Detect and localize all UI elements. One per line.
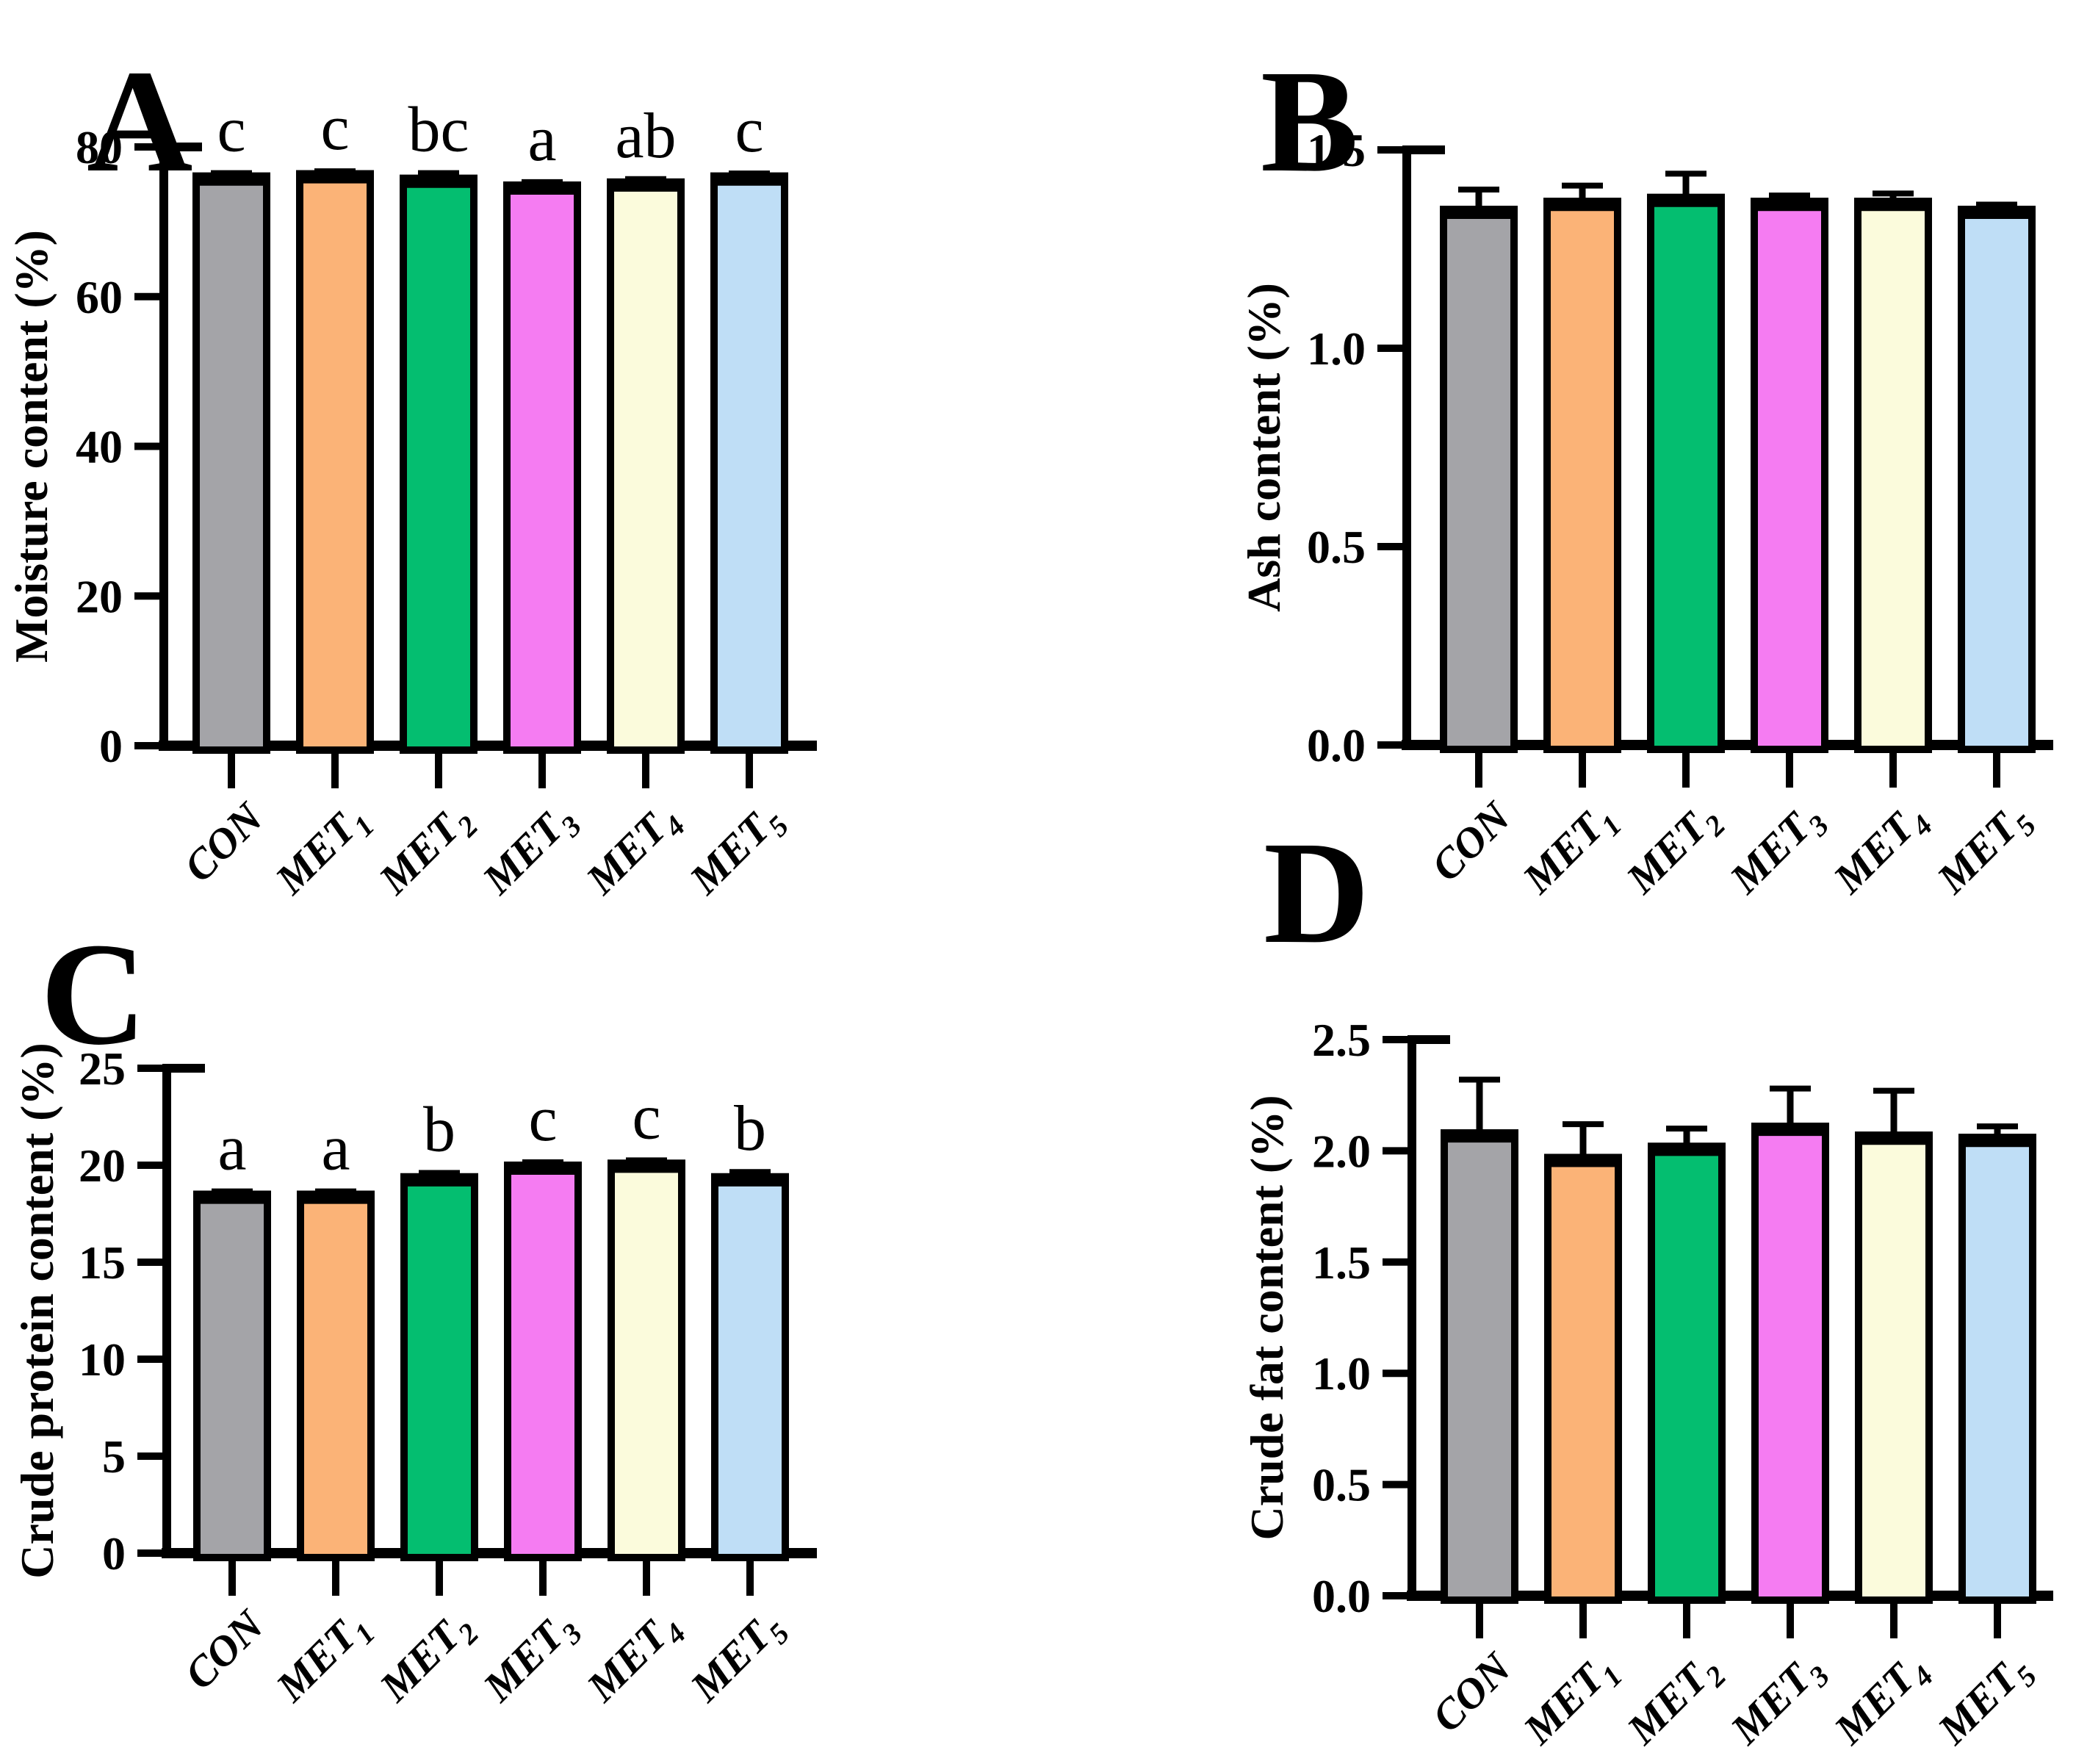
y-tick-label: 20: [76, 570, 123, 622]
x-label-B-MET1: MET1: [1513, 793, 1629, 908]
x-label-B-MET3: MET3: [1720, 793, 1836, 908]
y-tick-label: 60: [76, 271, 123, 323]
y-tick-label: 20: [79, 1140, 126, 1192]
y-tick-label: 10: [79, 1333, 126, 1386]
bar-B-CON: [1440, 206, 1518, 753]
y-tick-label: 0.5: [1312, 1459, 1371, 1511]
x-label-C-MET3: MET3: [474, 1601, 589, 1716]
y-tick-label: 15: [79, 1236, 126, 1289]
bar-A-MET2: [400, 174, 477, 755]
x-label-A-MET3: MET3: [473, 793, 588, 909]
x-label-D-MET4: MET4: [1825, 1644, 1940, 1759]
bar-D-MET2: [1648, 1142, 1726, 1604]
bar-A-MET1: [296, 170, 374, 755]
bar-D-MET1: [1544, 1153, 1622, 1604]
x-label-B-MET4: MET4: [1824, 793, 1939, 908]
bar-C-MET5: [711, 1173, 789, 1561]
sig-letter-C-MET4: c: [632, 1081, 660, 1153]
x-label-D-MET5: MET5: [1928, 1644, 2044, 1759]
x-label-D-CON: CON: [1423, 1643, 1521, 1741]
x-label-A-CON: CON: [175, 793, 273, 891]
x-label-D-MET2: MET2: [1618, 1644, 1733, 1759]
bar-D-MET5: [1958, 1134, 2036, 1605]
panel-letter-B: B: [1261, 40, 1358, 203]
y-axis-title-A: Moisture content (%): [5, 230, 57, 663]
bar-C-MET2: [400, 1173, 478, 1561]
bar-C-CON: [193, 1190, 271, 1561]
sig-letter-A-MET2: bc: [408, 95, 469, 166]
y-tick-label: 2.5: [1312, 1014, 1371, 1066]
y-tick-label: 1.0: [1307, 323, 1366, 375]
panel-letter-C: C: [40, 913, 146, 1076]
sig-letter-C-MET2: b: [423, 1095, 455, 1166]
y-axis-title-B: Ash content (%): [1238, 283, 1290, 612]
y-tick-label: 25: [79, 1043, 126, 1095]
bar-D-CON: [1441, 1129, 1518, 1604]
y-tick-label: 0: [102, 1527, 126, 1580]
sig-letter-C-MET3: c: [528, 1084, 557, 1155]
sig-letter-A-MET4: ab: [615, 101, 676, 172]
bar-A-MET4: [607, 178, 685, 755]
sig-letter-A-MET1: c: [320, 93, 349, 164]
sig-letter-C-MET1: a: [321, 1113, 350, 1184]
x-label-C-MET5: MET5: [681, 1601, 796, 1716]
y-axis-title-D: Crude fat content (%): [1241, 1095, 1293, 1540]
sig-letter-A-MET3: a: [527, 104, 556, 175]
y-tick-label: 0.0: [1312, 1570, 1371, 1622]
x-label-D-MET1: MET1: [1514, 1644, 1629, 1759]
bar-A-MET5: [710, 172, 788, 754]
x-label-B-MET5: MET5: [1928, 793, 2043, 908]
x-label-A-MET2: MET2: [370, 793, 485, 909]
y-tick-label: 1.5: [1312, 1236, 1371, 1289]
bar-B-MET4: [1854, 198, 1932, 753]
bar-D-MET3: [1751, 1123, 1829, 1605]
bar-B-MET3: [1751, 198, 1828, 753]
x-label-C-MET1: MET1: [267, 1601, 382, 1716]
panel-letter-A: A: [87, 40, 192, 203]
sig-letter-C-CON: a: [217, 1113, 246, 1184]
sig-letter-A-CON: c: [217, 95, 245, 166]
panel-letter-D: D: [1264, 812, 1369, 974]
x-label-B-MET2: MET2: [1617, 793, 1732, 908]
sig-letter-C-MET5: b: [734, 1093, 766, 1164]
y-axis-title-C: Crude protein content (%): [11, 1043, 63, 1578]
bar-B-MET2: [1647, 193, 1725, 753]
x-label-A-MET5: MET5: [680, 793, 796, 909]
x-label-C-MET2: MET2: [370, 1601, 486, 1716]
x-label-C-CON: CON: [176, 1600, 274, 1699]
y-tick-label: 1.0: [1312, 1347, 1371, 1400]
x-label-A-MET4: MET4: [577, 793, 692, 909]
y-tick-label: 0.0: [1307, 719, 1366, 771]
y-tick-label: 80: [76, 121, 123, 173]
bar-A-CON: [192, 172, 270, 754]
sig-letter-A-MET5: c: [735, 95, 763, 166]
y-tick-label: 40: [76, 421, 123, 473]
y-tick-label: 0: [99, 720, 123, 772]
bar-B-MET1: [1543, 198, 1621, 753]
x-label-B-CON: CON: [1422, 792, 1521, 890]
y-tick-label: 2.0: [1312, 1125, 1371, 1177]
x-label-D-MET3: MET3: [1721, 1644, 1837, 1759]
y-tick-label: 0.5: [1307, 521, 1366, 573]
bar-C-MET1: [297, 1190, 375, 1561]
x-label-C-MET4: MET4: [577, 1601, 693, 1716]
bar-C-MET3: [504, 1162, 582, 1561]
panel-A: A Moisture content (%) 0 20 40 60 80 c CON c MET1 b…: [5, 40, 817, 909]
bar-A-MET3: [503, 181, 581, 755]
y-tick-label: 5: [102, 1430, 126, 1483]
y-tick-label: 1.5: [1307, 124, 1366, 176]
bar-C-MET4: [608, 1159, 685, 1561]
bar-B-MET5: [1958, 206, 2036, 753]
x-label-A-MET1: MET1: [266, 793, 381, 909]
panel-D: D Crude fat content (%) 0.0 0.5 1.0 1.5 2.0 2.5…: [1241, 812, 2053, 1759]
bar-D-MET4: [1855, 1131, 1933, 1604]
